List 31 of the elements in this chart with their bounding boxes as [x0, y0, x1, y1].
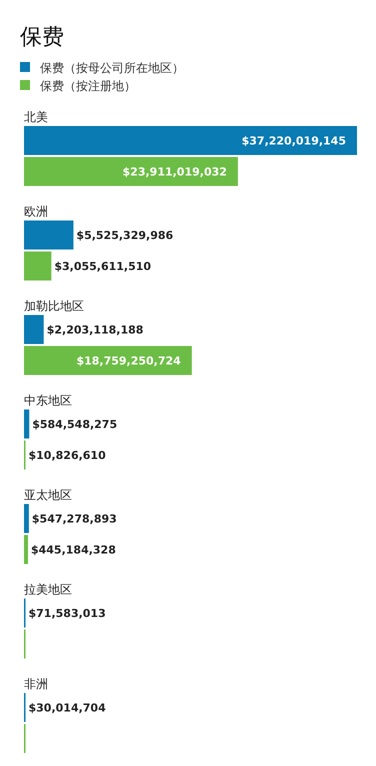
y-tick-label: 非洲: [24, 677, 48, 691]
y-tick-label: 拉美地区: [24, 582, 72, 596]
bar: [24, 157, 238, 186]
data-label: $5,525,329,986: [76, 229, 174, 242]
data-label: $23,911,019,032: [122, 166, 227, 178]
data-label: $10,826,610: [28, 449, 106, 462]
legend-label: 保费（按注册地）: [40, 79, 136, 93]
data-label: $3,055,611,510: [54, 260, 152, 273]
bar: [24, 220, 74, 250]
y-tick-label: 加勒比地区: [24, 299, 84, 313]
bar: [24, 535, 28, 564]
y-tick-label: 北美: [24, 110, 48, 124]
bar: [24, 346, 192, 375]
data-label: $584,548,275: [32, 418, 118, 431]
bar: [24, 126, 357, 155]
data-label: $2,203,118,188: [46, 324, 144, 336]
data-label: $547,278,893: [32, 512, 117, 526]
y-tick-label: 亚太地区: [24, 488, 72, 502]
bar: [24, 315, 44, 344]
bar: [24, 504, 29, 533]
y-tick-label: 欧洲: [24, 204, 48, 218]
chart-title: 保费: [20, 25, 64, 50]
data-label: $37,220,019,145: [242, 134, 346, 148]
data-label: $18,759,250,724: [76, 354, 182, 368]
data-label: $30,014,704: [28, 702, 106, 714]
bar: [24, 252, 52, 280]
y-tick-label: 中东地区: [24, 394, 72, 408]
data-label: $71,583,013: [28, 607, 106, 620]
data-label: $445,184,328: [30, 544, 116, 556]
legend-label: 保费（按母公司所在地区）: [40, 61, 184, 75]
bar: [24, 410, 30, 438]
